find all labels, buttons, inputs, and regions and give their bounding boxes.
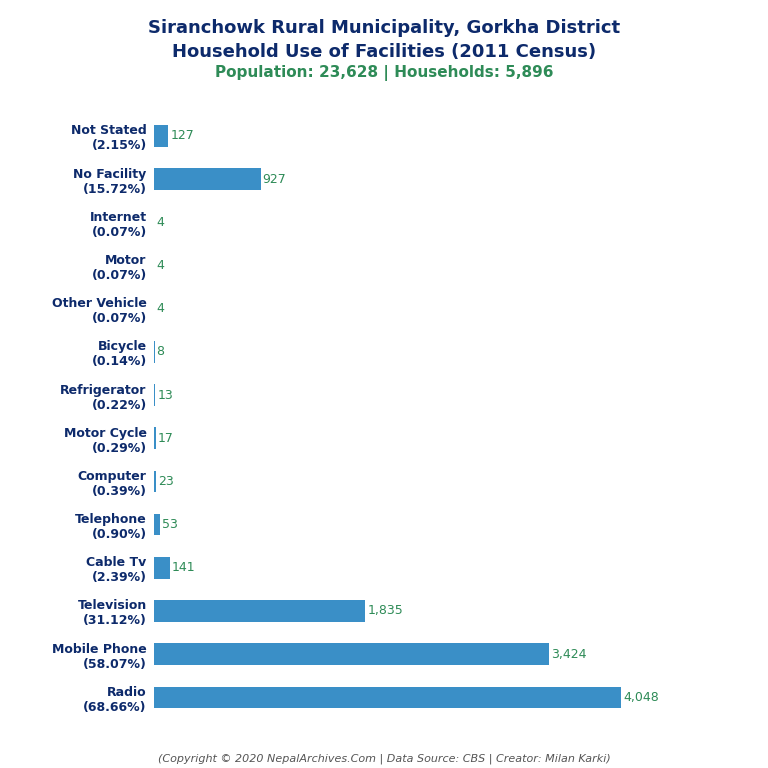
Text: 23: 23: [158, 475, 174, 488]
Text: 4,048: 4,048: [623, 691, 659, 703]
Text: 1,835: 1,835: [367, 604, 403, 617]
Text: (Copyright © 2020 NepalArchives.Com | Data Source: CBS | Creator: Milan Karki): (Copyright © 2020 NepalArchives.Com | Da…: [157, 753, 611, 764]
Text: 4: 4: [156, 259, 164, 272]
Text: 141: 141: [172, 561, 196, 574]
Bar: [154, 428, 156, 449]
Text: 927: 927: [263, 173, 286, 186]
Text: 127: 127: [170, 130, 194, 142]
Bar: [154, 384, 155, 406]
Bar: [154, 557, 170, 578]
Text: 4: 4: [156, 216, 164, 229]
Text: Siranchowk Rural Municipality, Gorkha District
Household Use of Facilities (2011: Siranchowk Rural Municipality, Gorkha Di…: [148, 19, 620, 61]
Bar: [154, 644, 549, 665]
Bar: [154, 168, 260, 190]
Bar: [154, 600, 366, 622]
Bar: [154, 125, 168, 147]
Bar: [154, 471, 156, 492]
Text: Population: 23,628 | Households: 5,896: Population: 23,628 | Households: 5,896: [215, 65, 553, 81]
Bar: [154, 687, 621, 708]
Text: 13: 13: [157, 389, 173, 402]
Text: 3,424: 3,424: [551, 647, 586, 660]
Bar: [154, 514, 160, 535]
Text: 53: 53: [162, 518, 177, 531]
Text: 4: 4: [156, 302, 164, 315]
Text: 8: 8: [157, 346, 164, 359]
Text: 17: 17: [157, 432, 174, 445]
